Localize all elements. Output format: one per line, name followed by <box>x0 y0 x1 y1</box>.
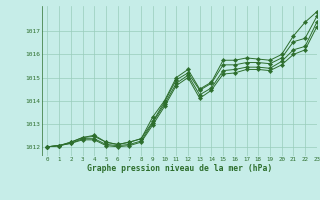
X-axis label: Graphe pression niveau de la mer (hPa): Graphe pression niveau de la mer (hPa) <box>87 164 272 173</box>
